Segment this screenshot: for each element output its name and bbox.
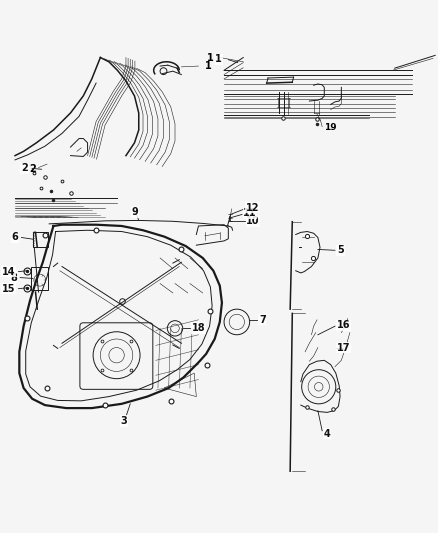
Text: 6: 6: [12, 232, 18, 243]
Text: 9: 9: [132, 207, 139, 217]
Text: 12: 12: [246, 203, 259, 213]
Text: 4: 4: [323, 429, 330, 439]
Text: 3: 3: [120, 416, 127, 426]
Text: 14: 14: [2, 266, 15, 277]
Text: 17: 17: [337, 343, 350, 352]
Text: 1: 1: [215, 54, 222, 64]
Text: 5: 5: [337, 245, 344, 255]
Text: 15: 15: [2, 284, 15, 294]
Text: 1: 1: [207, 53, 213, 62]
Text: 16: 16: [337, 320, 350, 330]
Text: 2: 2: [29, 164, 35, 174]
Text: 2: 2: [21, 164, 28, 173]
Text: 10: 10: [246, 216, 260, 226]
Text: 19: 19: [324, 123, 337, 132]
Text: 7: 7: [259, 315, 266, 325]
Text: 1: 1: [205, 61, 212, 71]
Text: 18: 18: [192, 323, 205, 333]
Text: 8: 8: [11, 272, 18, 282]
Text: 11: 11: [243, 208, 257, 218]
